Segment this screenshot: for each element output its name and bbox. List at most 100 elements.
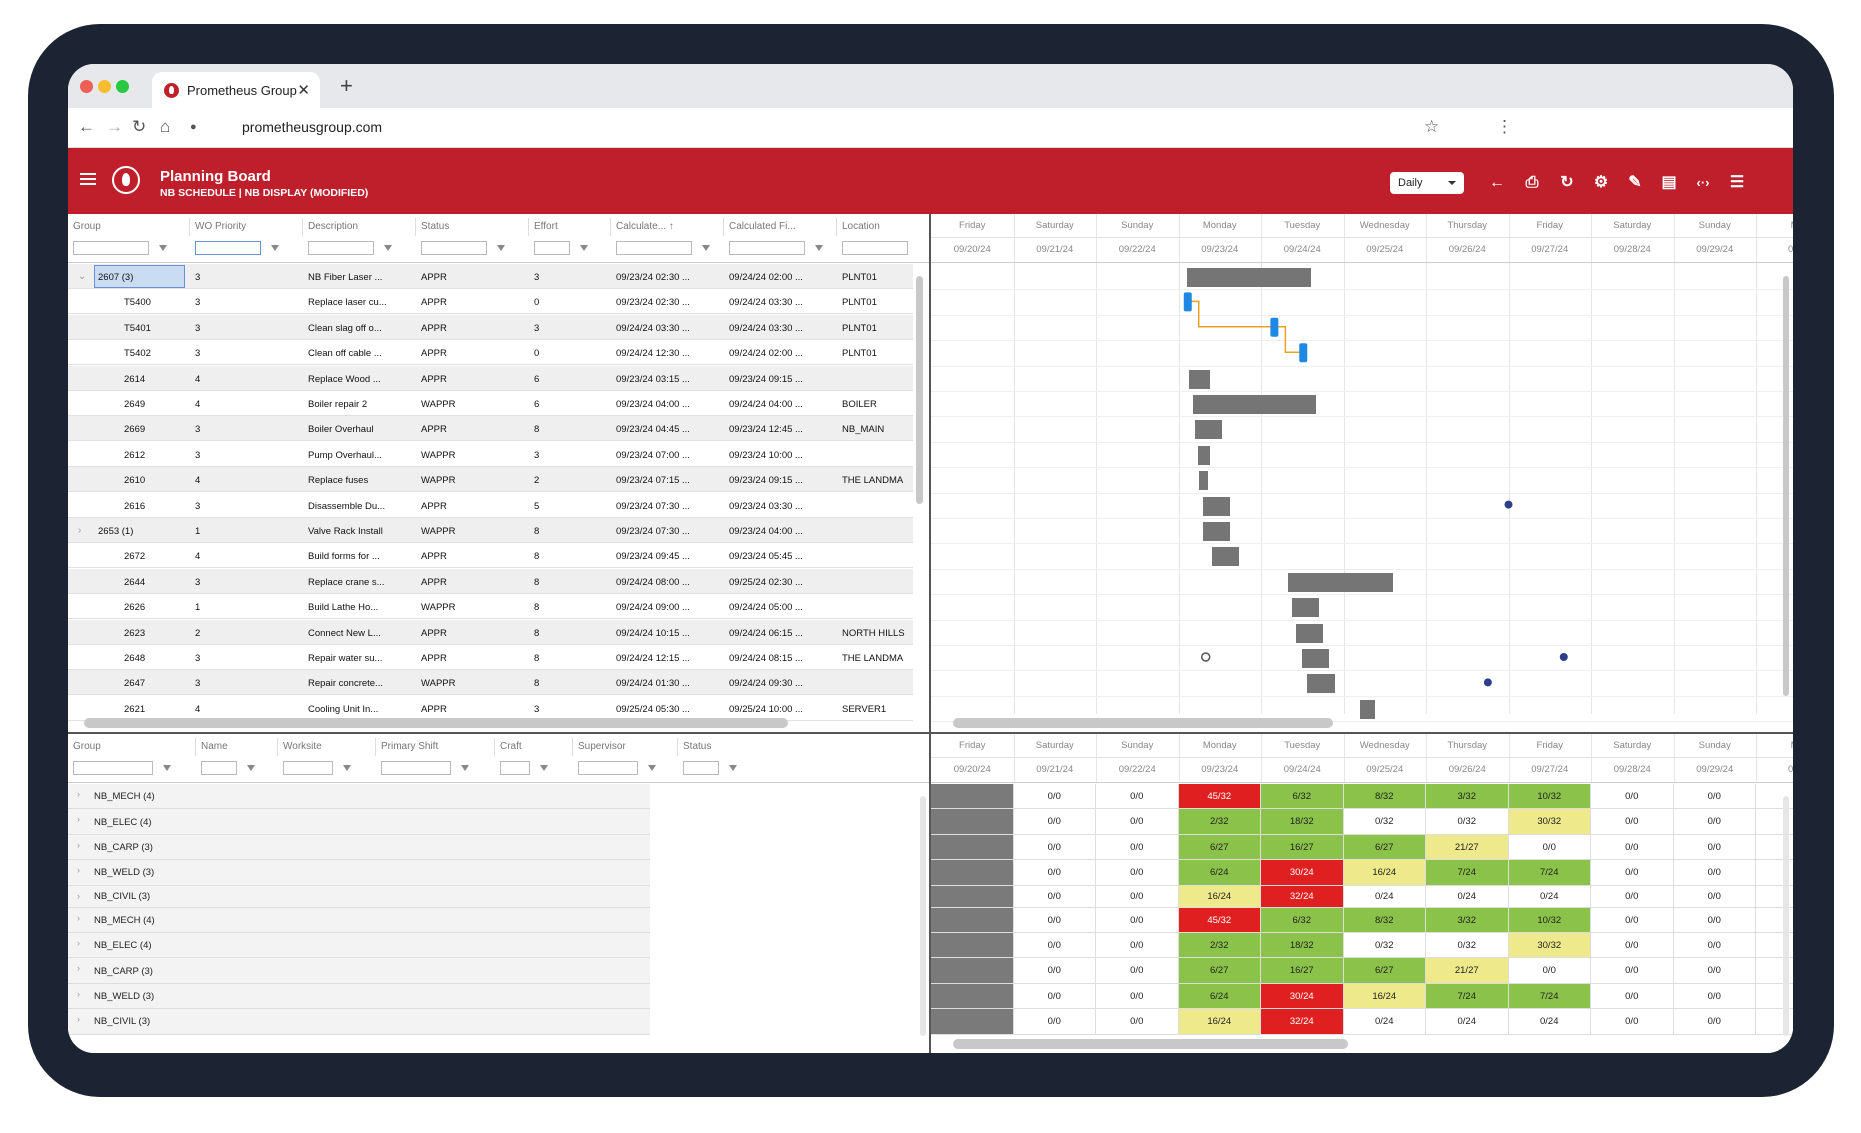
capacity-cell[interactable]: 0/0 <box>1673 809 1756 835</box>
capacity-cell[interactable]: 16/24 <box>1178 1009 1261 1035</box>
expand-chevron-icon[interactable]: › <box>78 525 82 536</box>
refresh-icon[interactable]: ↻ <box>1560 174 1574 191</box>
capacity-cell[interactable]: 16/27 <box>1261 834 1344 861</box>
table-row[interactable]: T5400 3 Replace laser cu... APPR 0 09/23/24 0… <box>68 289 913 315</box>
capacity-cell[interactable]: 0/0 <box>1013 784 1096 810</box>
filter-funnel-icon[interactable] <box>163 765 171 771</box>
column-header[interactable]: Primary Shift <box>381 741 439 752</box>
close-window-dot[interactable] <box>80 80 93 93</box>
capacity-cell[interactable]: 0/0 <box>1013 933 1096 959</box>
column-header[interactable]: Supervisor <box>578 741 626 752</box>
capacity-cell[interactable]: 0/0 <box>1591 885 1674 908</box>
table-row[interactable]: 2607 (3) 3 NB Fiber Laser ... APPR 3 09/23/24… <box>68 264 913 289</box>
vertical-scrollbar[interactable] <box>920 796 926 1036</box>
table-row[interactable]: 2653 (1) 1 Valve Rack Install WAPPR 8 09/23/2… <box>68 518 913 543</box>
column-filter-input[interactable] <box>73 761 153 775</box>
capacity-cell[interactable]: 6/32 <box>1261 784 1344 810</box>
horizontal-scrollbar[interactable] <box>953 718 1333 728</box>
expand-chevron-icon[interactable]: › <box>77 963 80 974</box>
capacity-cell[interactable]: 0/32 <box>1343 809 1426 835</box>
column-filter-input[interactable] <box>421 241 487 255</box>
task-milestone[interactable] <box>1270 317 1279 337</box>
column-filter-input[interactable] <box>578 761 638 775</box>
gantt-bar[interactable] <box>1195 420 1223 440</box>
capacity-cell[interactable]: 0/0 <box>1673 933 1756 959</box>
capacity-cell[interactable]: 16/24 <box>1178 885 1261 908</box>
print-icon[interactable]: ⎙ <box>1525 174 1539 191</box>
capacity-cell[interactable]: 0/0 <box>1673 958 1756 984</box>
capacity-cell[interactable] <box>931 933 1014 959</box>
column-filter-input[interactable] <box>283 761 333 775</box>
capacity-cell[interactable]: 8/32 <box>1343 907 1426 933</box>
expand-chevron-icon[interactable]: › <box>77 1014 80 1025</box>
capacity-cell[interactable]: 0/0 <box>1096 784 1179 810</box>
capacity-cell[interactable]: 16/24 <box>1343 860 1426 886</box>
event-marker[interactable] <box>1559 653 1568 661</box>
column-filter-input[interactable] <box>308 241 374 255</box>
table-row[interactable]: 2612 3 Pump Overhaul... WAPPR 3 09/23/24 07:0… <box>68 442 913 467</box>
vertical-scrollbar[interactable] <box>1783 276 1789 696</box>
gantt-bar[interactable] <box>1203 522 1231 541</box>
table-row[interactable]: 2648 3 Repair water su... APPR 8 09/24/24 12:… <box>68 645 913 670</box>
column-header[interactable]: Status <box>421 221 450 232</box>
capacity-cell[interactable]: 0/0 <box>1013 907 1096 933</box>
maximize-window-dot[interactable] <box>116 80 129 93</box>
capacity-cell[interactable] <box>931 885 1014 908</box>
table-row[interactable]: 2614 4 Replace Wood ... APPR 6 09/23/24 03:15… <box>68 365 913 391</box>
resource-group-row[interactable]: › NB_CARP (3) <box>68 834 650 861</box>
capacity-cell[interactable]: 0/0 <box>1591 784 1674 810</box>
capacity-cell[interactable]: 30/24 <box>1261 860 1344 886</box>
table-row[interactable]: 2647 3 Repair concrete... WAPPR 8 09/24/24 01… <box>68 670 913 696</box>
browser-tab[interactable]: Prometheus Group ✕ <box>152 72 320 108</box>
capacity-cell[interactable]: 0/0 <box>1013 885 1096 908</box>
capacity-cell[interactable]: 6/32 <box>1261 907 1344 933</box>
capacity-cell[interactable]: 0/0 <box>1673 983 1756 1010</box>
capacity-cell[interactable]: 0/0 <box>1591 809 1674 835</box>
capacity-cell[interactable] <box>931 784 1014 810</box>
capacity-cell[interactable]: 8/32 <box>1343 784 1426 810</box>
capacity-cell[interactable]: 0/32 <box>1426 933 1509 959</box>
gantt-bar[interactable] <box>1203 496 1231 516</box>
capacity-cell[interactable]: 21/27 <box>1426 958 1509 984</box>
filter-funnel-icon[interactable] <box>729 765 737 771</box>
filter-funnel-icon[interactable] <box>702 245 710 251</box>
expand-chevron-icon[interactable]: › <box>77 938 80 948</box>
table-row[interactable]: 2649 4 Boiler repair 2 WAPPR 6 09/23/24 04:00… <box>68 391 913 416</box>
column-filter-input[interactable] <box>201 761 237 775</box>
capacity-cell[interactable]: 0/0 <box>1591 907 1674 933</box>
capacity-cell[interactable]: 45/32 <box>1178 907 1261 933</box>
star-icon[interactable]: ☆ <box>1424 117 1440 136</box>
capacity-cell[interactable]: 0/0 <box>1096 958 1179 984</box>
table-row[interactable]: 2644 3 Replace crane s... APPR 8 09/24/24 08:… <box>68 568 913 594</box>
capacity-cell[interactable]: 0/24 <box>1426 1009 1509 1035</box>
capacity-cell[interactable]: 45/32 <box>1178 784 1261 810</box>
expand-chevron-icon[interactable]: › <box>77 988 80 999</box>
capacity-cell[interactable]: 30/32 <box>1508 809 1591 835</box>
resource-group-row[interactable]: › NB_WELD (3) <box>68 860 650 886</box>
capacity-cell[interactable]: 6/27 <box>1178 958 1261 984</box>
capacity-cell[interactable]: 0/0 <box>1591 834 1674 861</box>
capacity-cell[interactable]: 6/27 <box>1343 834 1426 861</box>
url-text[interactable]: prometheusgroup.com <box>242 119 383 135</box>
column-filter-input[interactable] <box>842 241 908 255</box>
capacity-cell[interactable]: 0/0 <box>1673 784 1756 810</box>
gantt-bar[interactable] <box>1360 699 1375 719</box>
gantt-bar[interactable] <box>1198 445 1210 465</box>
column-header[interactable]: Status <box>683 741 712 752</box>
table-row[interactable]: 2610 4 Replace fuses WAPPR 2 09/23/24 07:15 .… <box>68 467 913 493</box>
table-row[interactable]: 2626 1 Build Lathe Ho... WAPPR 8 09/24/24 09:… <box>68 594 913 620</box>
capacity-cell[interactable]: 7/24 <box>1426 860 1509 886</box>
resource-group-row[interactable]: › NB_ELEC (4) <box>68 809 650 835</box>
hamburger-menu-icon[interactable] <box>80 173 96 185</box>
edit-icon[interactable]: ✎ <box>1628 174 1642 191</box>
filter-funnel-icon[interactable] <box>580 245 588 251</box>
filter-funnel-icon[interactable] <box>247 765 255 771</box>
gantt-bar[interactable] <box>1211 547 1239 567</box>
capacity-cell[interactable]: 30/32 <box>1508 933 1591 959</box>
expand-chevron-icon[interactable]: › <box>77 865 80 876</box>
capacity-cell[interactable]: 0/0 <box>1013 834 1096 861</box>
settings-icon[interactable]: ⚙ <box>1593 174 1609 191</box>
selected-cell[interactable] <box>94 265 185 288</box>
column-filter-input[interactable] <box>381 761 451 775</box>
capacity-cell[interactable]: 18/32 <box>1261 809 1344 835</box>
